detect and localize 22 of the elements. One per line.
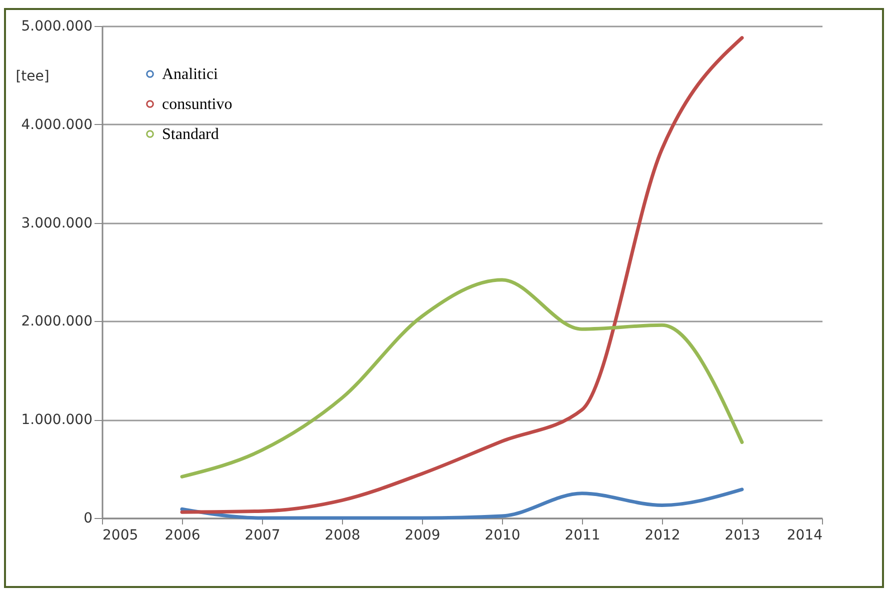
x-tick-label: 2008 [324,528,360,544]
x-tick-label: 2011 [564,528,600,544]
x-tick-label: 2010 [484,528,520,544]
line-series [180,278,744,478]
y-tick-label: 2.000.000 [21,314,92,330]
legend-label: consuntivo [162,96,232,113]
x-tick-label: 2009 [404,528,440,544]
legend-label: Standard [162,126,219,143]
line-series [180,488,744,520]
x-tick-label: 2012 [644,528,680,544]
y-axis-title: [tee] [16,68,50,84]
x-tick-label: 2005 [102,528,138,544]
x-tick-label: 2006 [164,528,200,544]
y-tick-label: 0 [84,510,92,526]
x-tick-label: 2007 [244,528,280,544]
y-tick-label: 5.000.000 [21,18,92,34]
y-tick-label: 4.000.000 [21,116,92,133]
y-tick-label: 1.000.000 [21,412,92,428]
y-tick-label: 3.000.000 [21,215,92,232]
x-tick-label: 2013 [724,528,760,544]
legend-label: Analitici [162,66,219,83]
x-tick-label: 2014 [786,528,823,544]
